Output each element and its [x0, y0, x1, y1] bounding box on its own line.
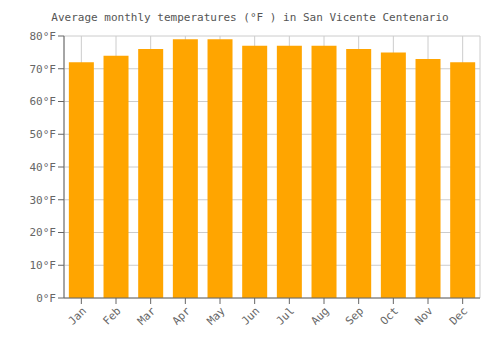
svg-text:Jan: Jan: [66, 304, 89, 327]
svg-text:Feb: Feb: [100, 304, 123, 327]
svg-text:30°F: 30°F: [30, 194, 57, 207]
svg-text:Dec: Dec: [447, 304, 470, 327]
html-text:Average monthly temperatures (: Average monthly temperatures (°F ) in Sa…: [51, 11, 449, 24]
svg-text:Jun: Jun: [239, 304, 262, 327]
svg-text:60°F: 60°F: [30, 95, 57, 108]
svg-text:May: May: [204, 304, 228, 328]
svg-text:Nov: Nov: [412, 304, 436, 328]
svg-text:50°F: 50°F: [30, 128, 57, 141]
svg-text:Apr: Apr: [170, 304, 194, 328]
svg-text:Oct: Oct: [378, 304, 401, 327]
svg-text:70°F: 70°F: [30, 63, 57, 76]
svg-text:40°F: 40°F: [30, 161, 57, 174]
svg-text:0°F: 0°F: [36, 292, 56, 305]
svg-text:Aug: Aug: [308, 304, 331, 327]
svg-text:20°F: 20°F: [30, 226, 57, 239]
svg-text:Sep: Sep: [343, 304, 366, 327]
svg-text:10°F: 10°F: [30, 259, 57, 272]
svg-text:Mar: Mar: [135, 304, 159, 328]
svg-text:Jul: Jul: [274, 304, 297, 327]
svg-text:80°F: 80°F: [30, 30, 57, 43]
